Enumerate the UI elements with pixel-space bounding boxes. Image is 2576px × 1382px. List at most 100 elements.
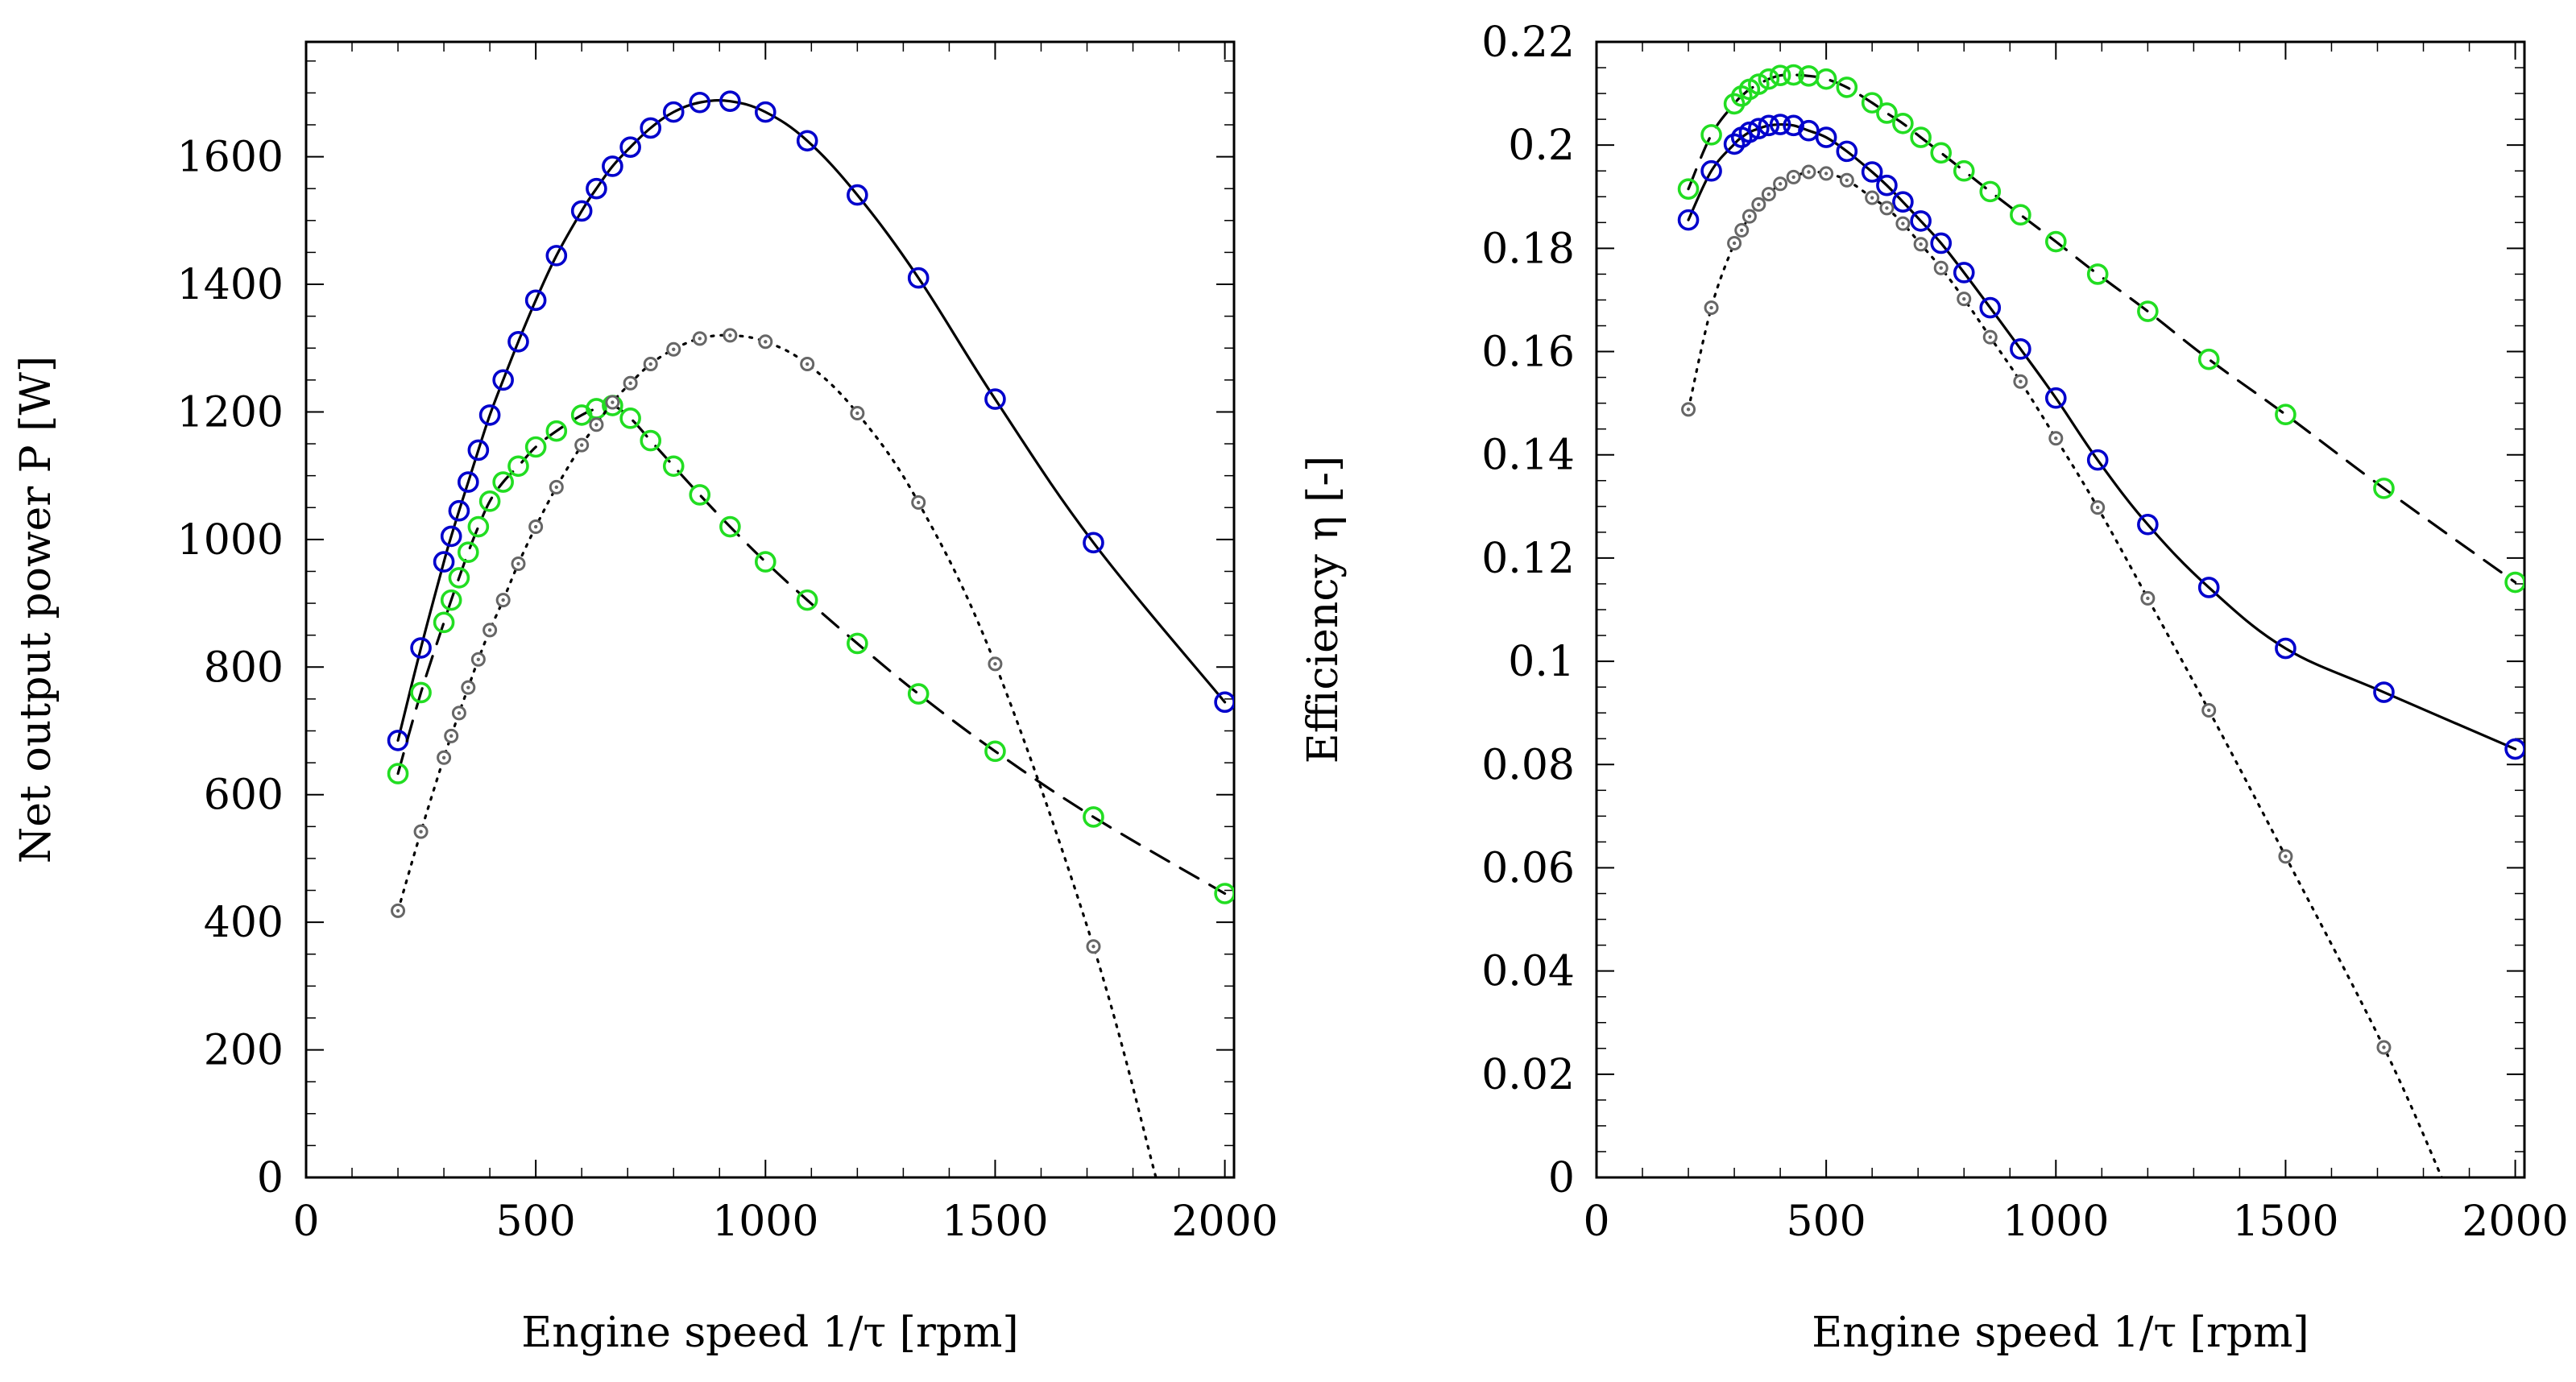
data-point xyxy=(433,611,455,634)
data-point xyxy=(410,637,432,659)
x-tick-label: 1000 xyxy=(712,1198,818,1246)
data-point-center xyxy=(1091,945,1095,949)
data-point xyxy=(1910,126,1932,148)
y-tick-label: 1400 xyxy=(177,261,284,309)
data-point-center xyxy=(728,333,732,337)
y-tick-label: 400 xyxy=(204,899,284,947)
data-point xyxy=(1083,532,1104,554)
data-point-center xyxy=(501,598,505,602)
data-point-center xyxy=(449,734,453,739)
data-point xyxy=(662,455,685,478)
data-point xyxy=(2010,338,2031,360)
data-point xyxy=(2373,681,2395,703)
data-point-center xyxy=(1740,228,1744,233)
x-tick-label: 1500 xyxy=(942,1198,1048,1246)
data-point xyxy=(754,551,777,573)
data-point xyxy=(545,420,568,442)
data-point xyxy=(1836,140,1858,163)
y-tick-label: 1200 xyxy=(177,388,284,437)
data-point-center xyxy=(1870,196,1874,200)
data-point xyxy=(2504,571,2524,594)
data-point xyxy=(1700,124,1722,146)
power-chart: 0 500 1000 1500 2000 0 200 400 600 800 1000 1200 140… xyxy=(12,40,1278,1357)
y-axis-label: Net output power P [W] xyxy=(12,356,60,863)
data-point-center xyxy=(855,411,859,416)
data-point xyxy=(2044,230,2067,253)
series-layer xyxy=(387,90,1234,1177)
data-point xyxy=(2137,300,2159,322)
y-axis-label: Efficiency η [-] xyxy=(1299,456,1348,763)
x-tick-label: 0 xyxy=(292,1198,319,1246)
data-point-center xyxy=(1709,305,1713,310)
series-line-gray-dotted xyxy=(1687,170,2443,1177)
data-point xyxy=(492,369,514,391)
data-point-center xyxy=(2382,1045,2386,1049)
data-point-center xyxy=(1845,178,1849,182)
data-point xyxy=(1815,68,1837,90)
y-tick-label: 800 xyxy=(204,643,284,692)
x-tick-label: 0 xyxy=(1583,1198,1609,1246)
data-point xyxy=(570,200,593,222)
data-point-center xyxy=(917,500,921,505)
y-tick-label: 0.04 xyxy=(1481,948,1575,996)
data-point xyxy=(907,267,930,289)
y-tick-label: 1600 xyxy=(177,134,284,182)
data-point xyxy=(387,763,409,784)
y-tick-label: 0.02 xyxy=(1481,1051,1575,1099)
data-point xyxy=(524,289,547,312)
data-point-center xyxy=(396,908,400,913)
data-point xyxy=(689,91,711,114)
data-point-center xyxy=(419,830,423,834)
efficiency-chart: 0 500 1000 1500 2000 0 0.02 0.04 0.06 0.08 0.1 0.12… xyxy=(1299,19,2569,1357)
data-point xyxy=(410,681,432,704)
data-point-center xyxy=(579,443,584,447)
plot-frame xyxy=(1595,40,2526,1179)
y-tick-label: 0 xyxy=(1548,1154,1575,1202)
data-point xyxy=(689,484,711,506)
data-point xyxy=(2373,478,2395,499)
data-point xyxy=(433,551,455,573)
data-point-center xyxy=(1988,335,1992,339)
data-point-center xyxy=(516,561,520,566)
data-point-center xyxy=(1885,206,1889,210)
data-point-center xyxy=(1807,170,1811,174)
data-point xyxy=(1979,296,2002,319)
data-point-center xyxy=(2207,708,2211,713)
data-point xyxy=(478,490,501,512)
data-point xyxy=(492,471,514,493)
data-point-center xyxy=(648,362,652,366)
data-point xyxy=(984,740,1006,763)
data-point xyxy=(1083,806,1104,828)
data-point-center xyxy=(764,340,768,344)
y-tick-label: 0.22 xyxy=(1481,19,1575,67)
data-point xyxy=(640,117,662,139)
data-point xyxy=(1748,73,1770,95)
data-point xyxy=(586,177,607,200)
data-point xyxy=(1953,159,1975,182)
plot-frame xyxy=(304,40,1236,1179)
data-point-center xyxy=(1919,242,1923,246)
data-point-center xyxy=(457,711,462,715)
data-point xyxy=(619,136,641,159)
y-tick-label: 0.12 xyxy=(1481,535,1575,583)
y-tick-label: 200 xyxy=(204,1027,284,1075)
data-point xyxy=(2197,577,2220,598)
data-point xyxy=(2504,738,2524,760)
data-point-center xyxy=(1686,408,1691,412)
data-point-center xyxy=(2054,437,2058,441)
data-point xyxy=(602,155,623,177)
data-point xyxy=(1677,178,1700,200)
data-point xyxy=(719,90,741,112)
data-point xyxy=(2137,513,2159,536)
data-point-center xyxy=(466,685,470,689)
data-point-center xyxy=(2095,505,2100,510)
data-point-center xyxy=(2284,854,2288,859)
data-point-center xyxy=(487,628,492,632)
data-point xyxy=(2010,204,2031,226)
data-point-center xyxy=(533,524,538,529)
data-point xyxy=(1930,232,1953,254)
data-point-center xyxy=(1901,221,1905,226)
data-point xyxy=(640,429,662,452)
y-tick-label: 0 xyxy=(257,1154,284,1202)
data-point xyxy=(467,515,490,538)
